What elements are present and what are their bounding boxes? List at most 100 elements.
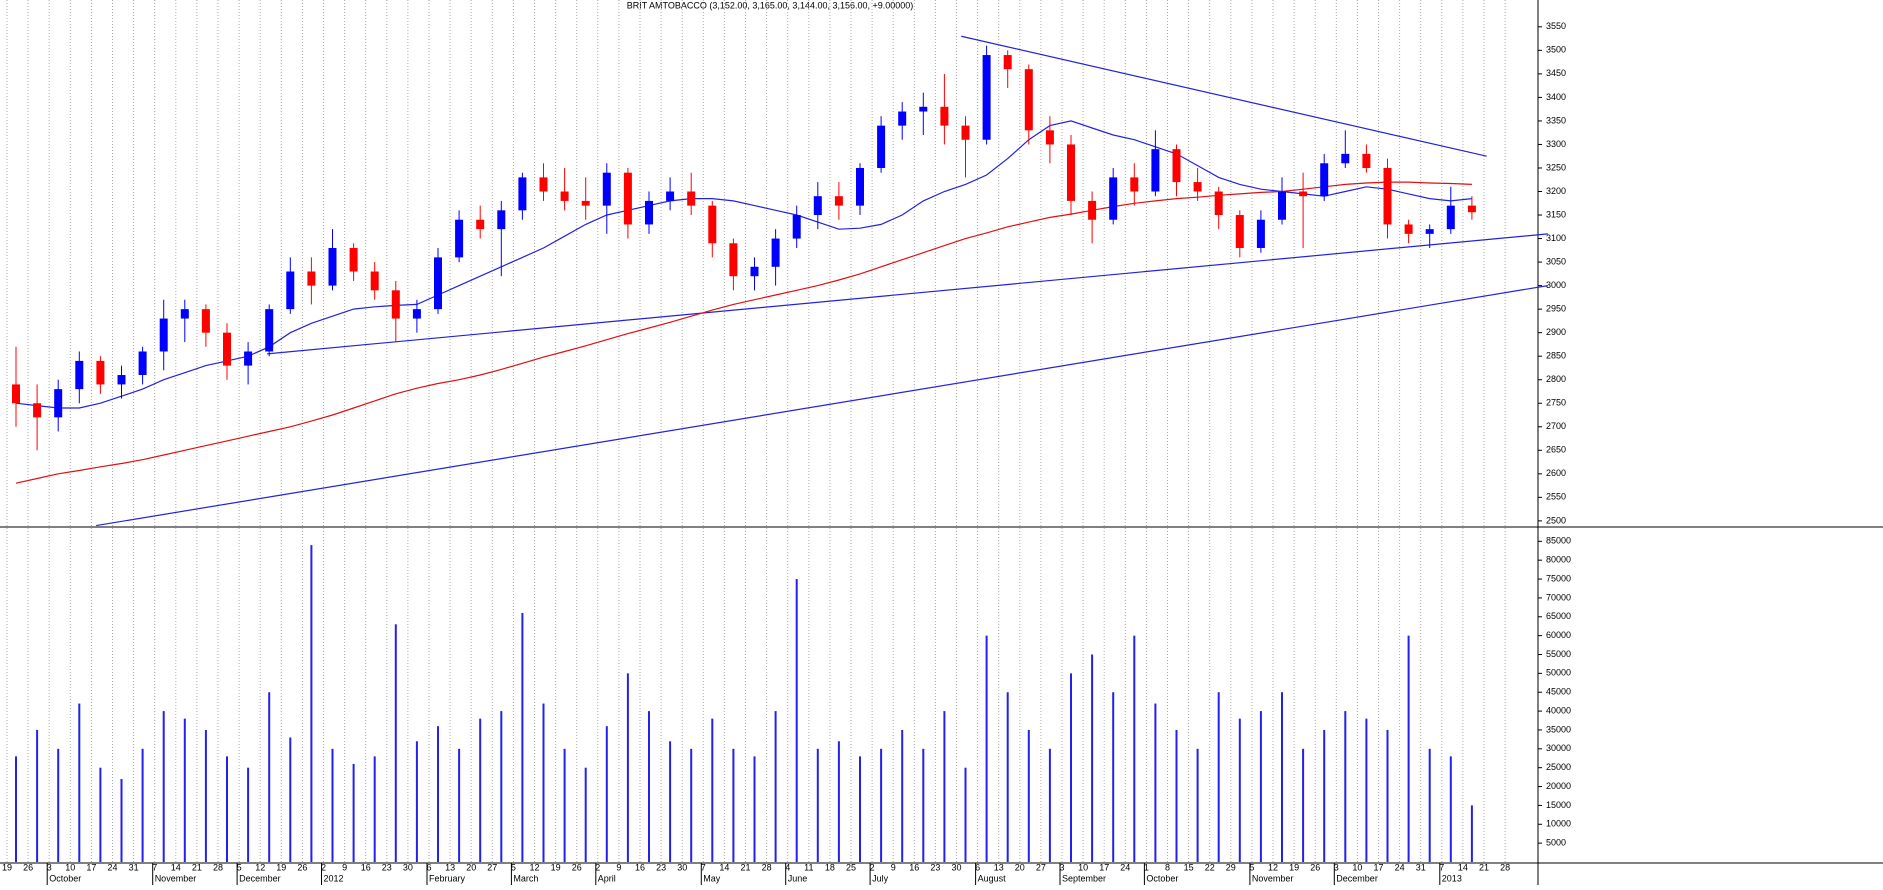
x-tick-label: 20 xyxy=(466,862,476,872)
trend-line xyxy=(96,285,1548,527)
x-tick-label: 5 xyxy=(511,862,516,872)
candle-body xyxy=(434,257,442,310)
volume-bar xyxy=(1070,673,1072,862)
x-tick-label: 16 xyxy=(909,862,919,872)
volume-bar xyxy=(1302,748,1305,862)
x-tick-label: 30 xyxy=(677,862,687,872)
month-label: November xyxy=(1252,873,1294,883)
candle-body xyxy=(370,271,379,291)
volume-tick-label: 20000 xyxy=(1546,781,1571,791)
x-tick-label: 24 xyxy=(107,862,117,872)
y-tick-label: 3450 xyxy=(1546,68,1566,78)
volume-bar xyxy=(1027,729,1030,862)
volume-bar xyxy=(373,756,376,862)
candle-body xyxy=(75,360,84,390)
volume-tick-label: 60000 xyxy=(1546,630,1571,640)
x-tick-label: 12 xyxy=(1268,862,1278,872)
volume-tick-label: 55000 xyxy=(1546,649,1571,659)
month-label: May xyxy=(703,873,721,883)
candle-body xyxy=(1024,69,1033,131)
volume-bar xyxy=(268,692,271,862)
trend-line xyxy=(961,35,1487,157)
candle-body xyxy=(961,125,970,140)
volume-bar xyxy=(437,726,439,862)
candle-body xyxy=(1278,191,1286,220)
volume-bar xyxy=(880,748,883,862)
volume-bar xyxy=(964,767,967,862)
volume-tick-label: 25000 xyxy=(1546,762,1571,772)
x-tick-label: 22 xyxy=(1205,862,1215,872)
x-tick-label: 18 xyxy=(825,862,835,872)
month-label: September xyxy=(1062,873,1106,883)
volume-tick-label: 45000 xyxy=(1546,687,1571,697)
x-tick-label: 9 xyxy=(891,862,896,872)
volume-bar xyxy=(922,748,925,862)
volume-bar xyxy=(1386,729,1389,862)
candle-body xyxy=(602,172,611,206)
volume-bar xyxy=(1449,756,1452,862)
x-tick-label: 14 xyxy=(719,862,729,872)
x-tick-label: 26 xyxy=(572,862,582,872)
volume-bar xyxy=(1196,748,1199,862)
candle-body xyxy=(497,210,506,230)
volume-bar xyxy=(226,756,228,862)
candle-body xyxy=(54,389,63,418)
volume-tick-label: 50000 xyxy=(1546,668,1571,678)
x-tick-label: 23 xyxy=(382,862,392,872)
candle-body xyxy=(328,247,337,286)
candle-body xyxy=(750,266,759,277)
volume-bar xyxy=(78,703,81,862)
y-tick-label: 2850 xyxy=(1546,351,1566,361)
x-tick-label: 24 xyxy=(1120,862,1130,872)
volume-tick-label: 35000 xyxy=(1546,724,1571,734)
y-tick-label: 3000 xyxy=(1546,280,1566,290)
x-tick-label: 15 xyxy=(1184,862,1194,872)
x-tick-label: 9 xyxy=(342,862,347,872)
x-tick-label: 21 xyxy=(192,862,202,872)
y-tick-label: 3550 xyxy=(1546,21,1566,31)
candle-body xyxy=(581,200,590,206)
candle-body xyxy=(919,106,928,112)
candle-body xyxy=(1172,149,1181,183)
candle-body xyxy=(1404,224,1413,234)
y-tick-label: 3050 xyxy=(1546,256,1566,266)
candle-body xyxy=(666,191,675,201)
y-tick-label: 2550 xyxy=(1546,492,1566,502)
x-tick-label: 5 xyxy=(237,862,242,872)
x-tick-label: 28 xyxy=(1500,862,1510,872)
volume-bar xyxy=(141,748,144,862)
x-tick-label: 7 xyxy=(701,862,706,872)
volume-bar xyxy=(521,613,524,862)
x-tick-label: 14 xyxy=(1458,862,1468,872)
y-tick-label: 2950 xyxy=(1546,304,1566,314)
volume-bar xyxy=(1259,711,1262,862)
volume-bar xyxy=(1091,654,1094,862)
x-tick-label: 7 xyxy=(152,862,157,872)
volume-bar xyxy=(711,718,714,862)
volume-bar xyxy=(204,729,207,862)
volume-bar xyxy=(626,673,629,862)
month-label: July xyxy=(872,873,889,883)
x-tick-label: 8 xyxy=(1165,862,1170,872)
x-tick-label: 13 xyxy=(994,862,1004,872)
x-tick-label: 17 xyxy=(86,862,96,872)
month-label: 2012 xyxy=(324,873,344,883)
candle-body xyxy=(1299,191,1308,197)
x-tick-label: 29 xyxy=(1226,862,1236,872)
x-tick-label: 31 xyxy=(1416,862,1426,872)
candle-body xyxy=(1151,149,1160,192)
volume-bar xyxy=(99,767,102,862)
x-tick-label: 21 xyxy=(1479,862,1489,872)
candle-body xyxy=(307,271,316,286)
x-tick-label: 19 xyxy=(2,862,12,872)
candle-body xyxy=(560,191,569,201)
x-tick-label: 14 xyxy=(171,862,181,872)
candle-body xyxy=(117,375,126,385)
y-tick-label: 2600 xyxy=(1546,468,1566,478)
volume-bar xyxy=(1344,711,1347,862)
candle-body xyxy=(1067,144,1075,201)
x-tick-label: 28 xyxy=(762,862,772,872)
volume-tick-label: 5000 xyxy=(1546,838,1566,848)
x-tick-label: 27 xyxy=(1036,862,1046,872)
x-tick-label: 13 xyxy=(445,862,455,872)
